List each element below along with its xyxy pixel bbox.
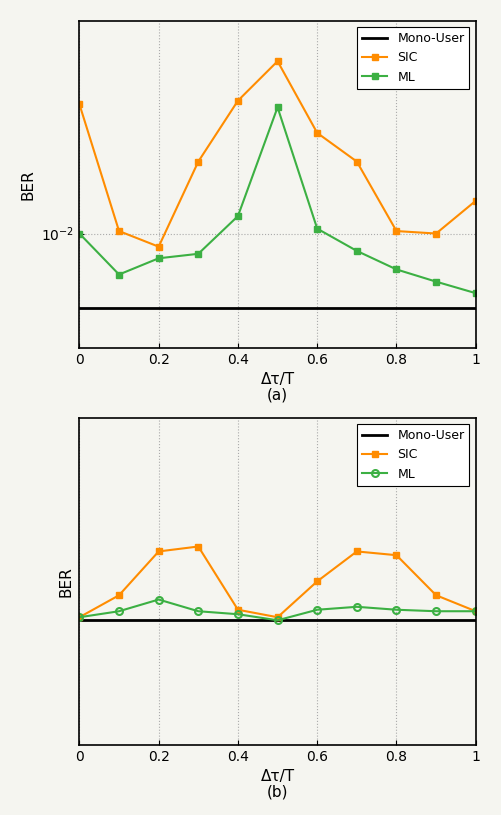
X-axis label: Δτ/T: Δτ/T [261,769,295,784]
Line: SIC: SIC [76,543,479,621]
Text: (b): (b) [267,784,288,800]
SIC [76,99,82,109]
SIC [314,128,320,138]
SIC [354,547,360,557]
ML [195,606,201,616]
ML [116,606,122,616]
SIC [473,606,479,616]
ML [473,606,479,616]
Legend: Mono-User, SIC, ML: Mono-User, SIC, ML [357,424,469,486]
ML [354,602,360,612]
SIC [235,96,241,106]
ML [156,253,162,263]
SIC [393,550,399,560]
ML [393,265,399,275]
ML [275,103,281,112]
ML [354,246,360,256]
Y-axis label: BER: BER [59,566,74,597]
ML [433,277,439,287]
SIC [116,227,122,236]
SIC [433,229,439,239]
Legend: Mono-User, SIC, ML: Mono-User, SIC, ML [357,27,469,89]
ML [76,229,82,239]
Line: ML: ML [76,104,479,297]
ML [314,224,320,234]
SIC [195,156,201,166]
SIC [314,576,320,586]
Y-axis label: BER: BER [21,169,36,200]
ML [393,605,399,615]
Line: SIC: SIC [76,58,479,250]
ML [275,615,281,625]
X-axis label: Δτ/T: Δτ/T [261,372,295,387]
Line: ML: ML [76,596,479,623]
ML [116,270,122,280]
SIC [76,612,82,622]
Text: (a): (a) [267,387,288,402]
SIC [235,605,241,615]
SIC [473,196,479,205]
ML [473,289,479,298]
SIC [156,547,162,557]
ML [433,606,439,616]
ML [235,211,241,221]
ML [235,610,241,619]
ML [76,612,82,622]
SIC [275,612,281,622]
ML [195,249,201,258]
SIC [156,242,162,252]
SIC [116,590,122,600]
SIC [433,590,439,600]
SIC [195,542,201,552]
SIC [393,227,399,236]
SIC [275,56,281,66]
ML [156,595,162,605]
ML [314,605,320,615]
SIC [354,156,360,166]
